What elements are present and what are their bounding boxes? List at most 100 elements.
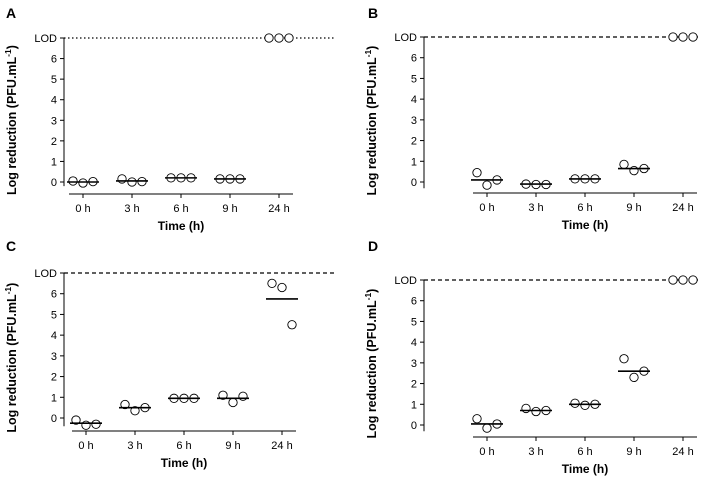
panel-letter: B (368, 5, 378, 21)
data-point (570, 398, 580, 408)
y-axis-label-close: ) (5, 283, 19, 287)
y-axis-label-main: Log reduction (PFU.mL (5, 294, 19, 433)
x-tick-label: 24 h (672, 446, 693, 458)
y-tick-label: 0 (411, 420, 417, 432)
panel-c: C 0 1 2 3 4 5 6 LOD 0 h 3 h 6 h 9 h 24 h Time (h) Log r… (3, 238, 336, 470)
data-point (284, 33, 294, 43)
panel-d: D 0 1 2 3 4 5 6 LOD 0 h 3 h 6 h 9 h 24 h Time (h) Log r… (363, 238, 698, 476)
y-axis-label-close: ) (5, 45, 19, 49)
x-tick-label: 6 h (577, 202, 592, 214)
x-tick-label: 6 h (176, 440, 191, 452)
data-point (688, 275, 698, 285)
y-tick-label: 1 (51, 392, 57, 404)
lod-tick-label: LOD (34, 268, 57, 280)
y-tick-label: 3 (411, 358, 417, 370)
panel-b: B 0 1 2 3 4 5 6 LOD 0 h 3 h 6 h 9 h 24 h Time (h) Log r… (363, 5, 698, 232)
x-tick-label: 3 h (528, 202, 543, 214)
x-axis-label: Time (h) (562, 218, 608, 232)
data-point (117, 174, 127, 184)
data-point (521, 403, 531, 414)
x-tick-label: 3 h (528, 446, 543, 458)
x-tick-label: 9 h (222, 203, 237, 215)
data-point (78, 178, 88, 188)
y-axis-label-close: ) (365, 46, 379, 50)
lod-tick-label: LOD (394, 32, 417, 44)
y-axis-label-main: Log reduction (PFU.mL (5, 56, 19, 195)
y-tick-label: 2 (51, 372, 57, 384)
data-point (130, 406, 140, 416)
data-point (629, 372, 639, 383)
y-tick-label: 4 (51, 330, 57, 342)
x-tick-label: 24 h (672, 202, 693, 214)
x-tick-label: 9 h (626, 446, 641, 458)
y-axis-label-sup: -1 (3, 49, 13, 57)
data-point (668, 32, 678, 42)
y-axis-label-sup: -1 (363, 50, 373, 58)
y-tick-label: 5 (51, 74, 57, 86)
data-point (277, 282, 287, 293)
data-point (287, 320, 297, 330)
panel-letter: A (6, 5, 16, 21)
y-tick-label: 5 (51, 309, 57, 321)
data-point (531, 406, 541, 417)
data-point (678, 275, 688, 285)
data-point (482, 180, 492, 190)
data-point (472, 414, 482, 424)
data-point (472, 168, 482, 178)
data-point (91, 419, 101, 429)
y-tick-label: 4 (411, 94, 417, 106)
x-tick-label: 9 h (626, 202, 641, 214)
x-axis-label: Time (h) (158, 219, 204, 233)
y-axis-label-sup: -1 (363, 293, 373, 301)
y-tick-label: 6 (411, 53, 417, 65)
y-axis-label-main: Log reduction (PFU.mL (365, 57, 379, 196)
data-point (120, 399, 130, 410)
data-point (668, 275, 678, 285)
x-tick-label: 6 h (577, 446, 592, 458)
y-tick-label: 2 (411, 379, 417, 391)
y-axis-label-main: Log reduction (PFU.mL (365, 300, 379, 439)
x-tick-label: 0 h (479, 202, 494, 214)
x-tick-label: 0 h (78, 440, 93, 452)
data-point (482, 423, 492, 433)
y-tick-label: 1 (411, 399, 417, 411)
y-tick-label: 5 (411, 73, 417, 85)
data-point (619, 159, 629, 170)
x-axis-label: Time (h) (562, 462, 608, 476)
data-point (688, 32, 698, 42)
data-point (264, 33, 274, 43)
data-point (238, 391, 248, 401)
panel-letter: D (368, 238, 378, 254)
y-tick-label: 2 (51, 136, 57, 148)
y-tick-label: 0 (411, 177, 417, 189)
y-tick-label: 1 (411, 156, 417, 168)
x-tick-label: 9 h (225, 440, 240, 452)
y-axis-label-close: ) (365, 289, 379, 293)
x-tick-label: 24 h (268, 203, 289, 215)
y-axis-label: Log reduction (PFU.mL-1) (3, 283, 19, 433)
x-tick-label: 0 h (75, 203, 90, 215)
data-point (71, 415, 81, 425)
x-axis-label: Time (h) (161, 456, 207, 470)
y-tick-label: 1 (51, 156, 57, 168)
data-point (629, 165, 639, 176)
y-tick-label: 3 (411, 115, 417, 127)
data-point (580, 400, 590, 410)
y-tick-label: 4 (51, 95, 57, 107)
panel-letter: C (6, 238, 16, 254)
y-tick-label: 6 (51, 289, 57, 301)
y-tick-label: 5 (411, 316, 417, 328)
y-tick-label: 0 (51, 177, 57, 189)
x-tick-label: 3 h (124, 203, 139, 215)
data-point (127, 177, 137, 187)
data-point (267, 278, 277, 289)
panel-a: A 0 1 2 3 4 5 6 LOD 0 h 3 h 6 h 9 h 24 h Time (h) Log r… (3, 5, 336, 233)
y-axis-label: Log reduction (PFU.mL-1) (363, 289, 379, 439)
y-tick-label: 4 (411, 337, 417, 349)
x-tick-label: 3 h (127, 440, 142, 452)
x-tick-label: 6 h (173, 203, 188, 215)
y-axis-label: Log reduction (PFU.mL-1) (3, 45, 19, 195)
y-tick-label: 0 (51, 413, 57, 425)
lod-tick-label: LOD (34, 33, 57, 45)
